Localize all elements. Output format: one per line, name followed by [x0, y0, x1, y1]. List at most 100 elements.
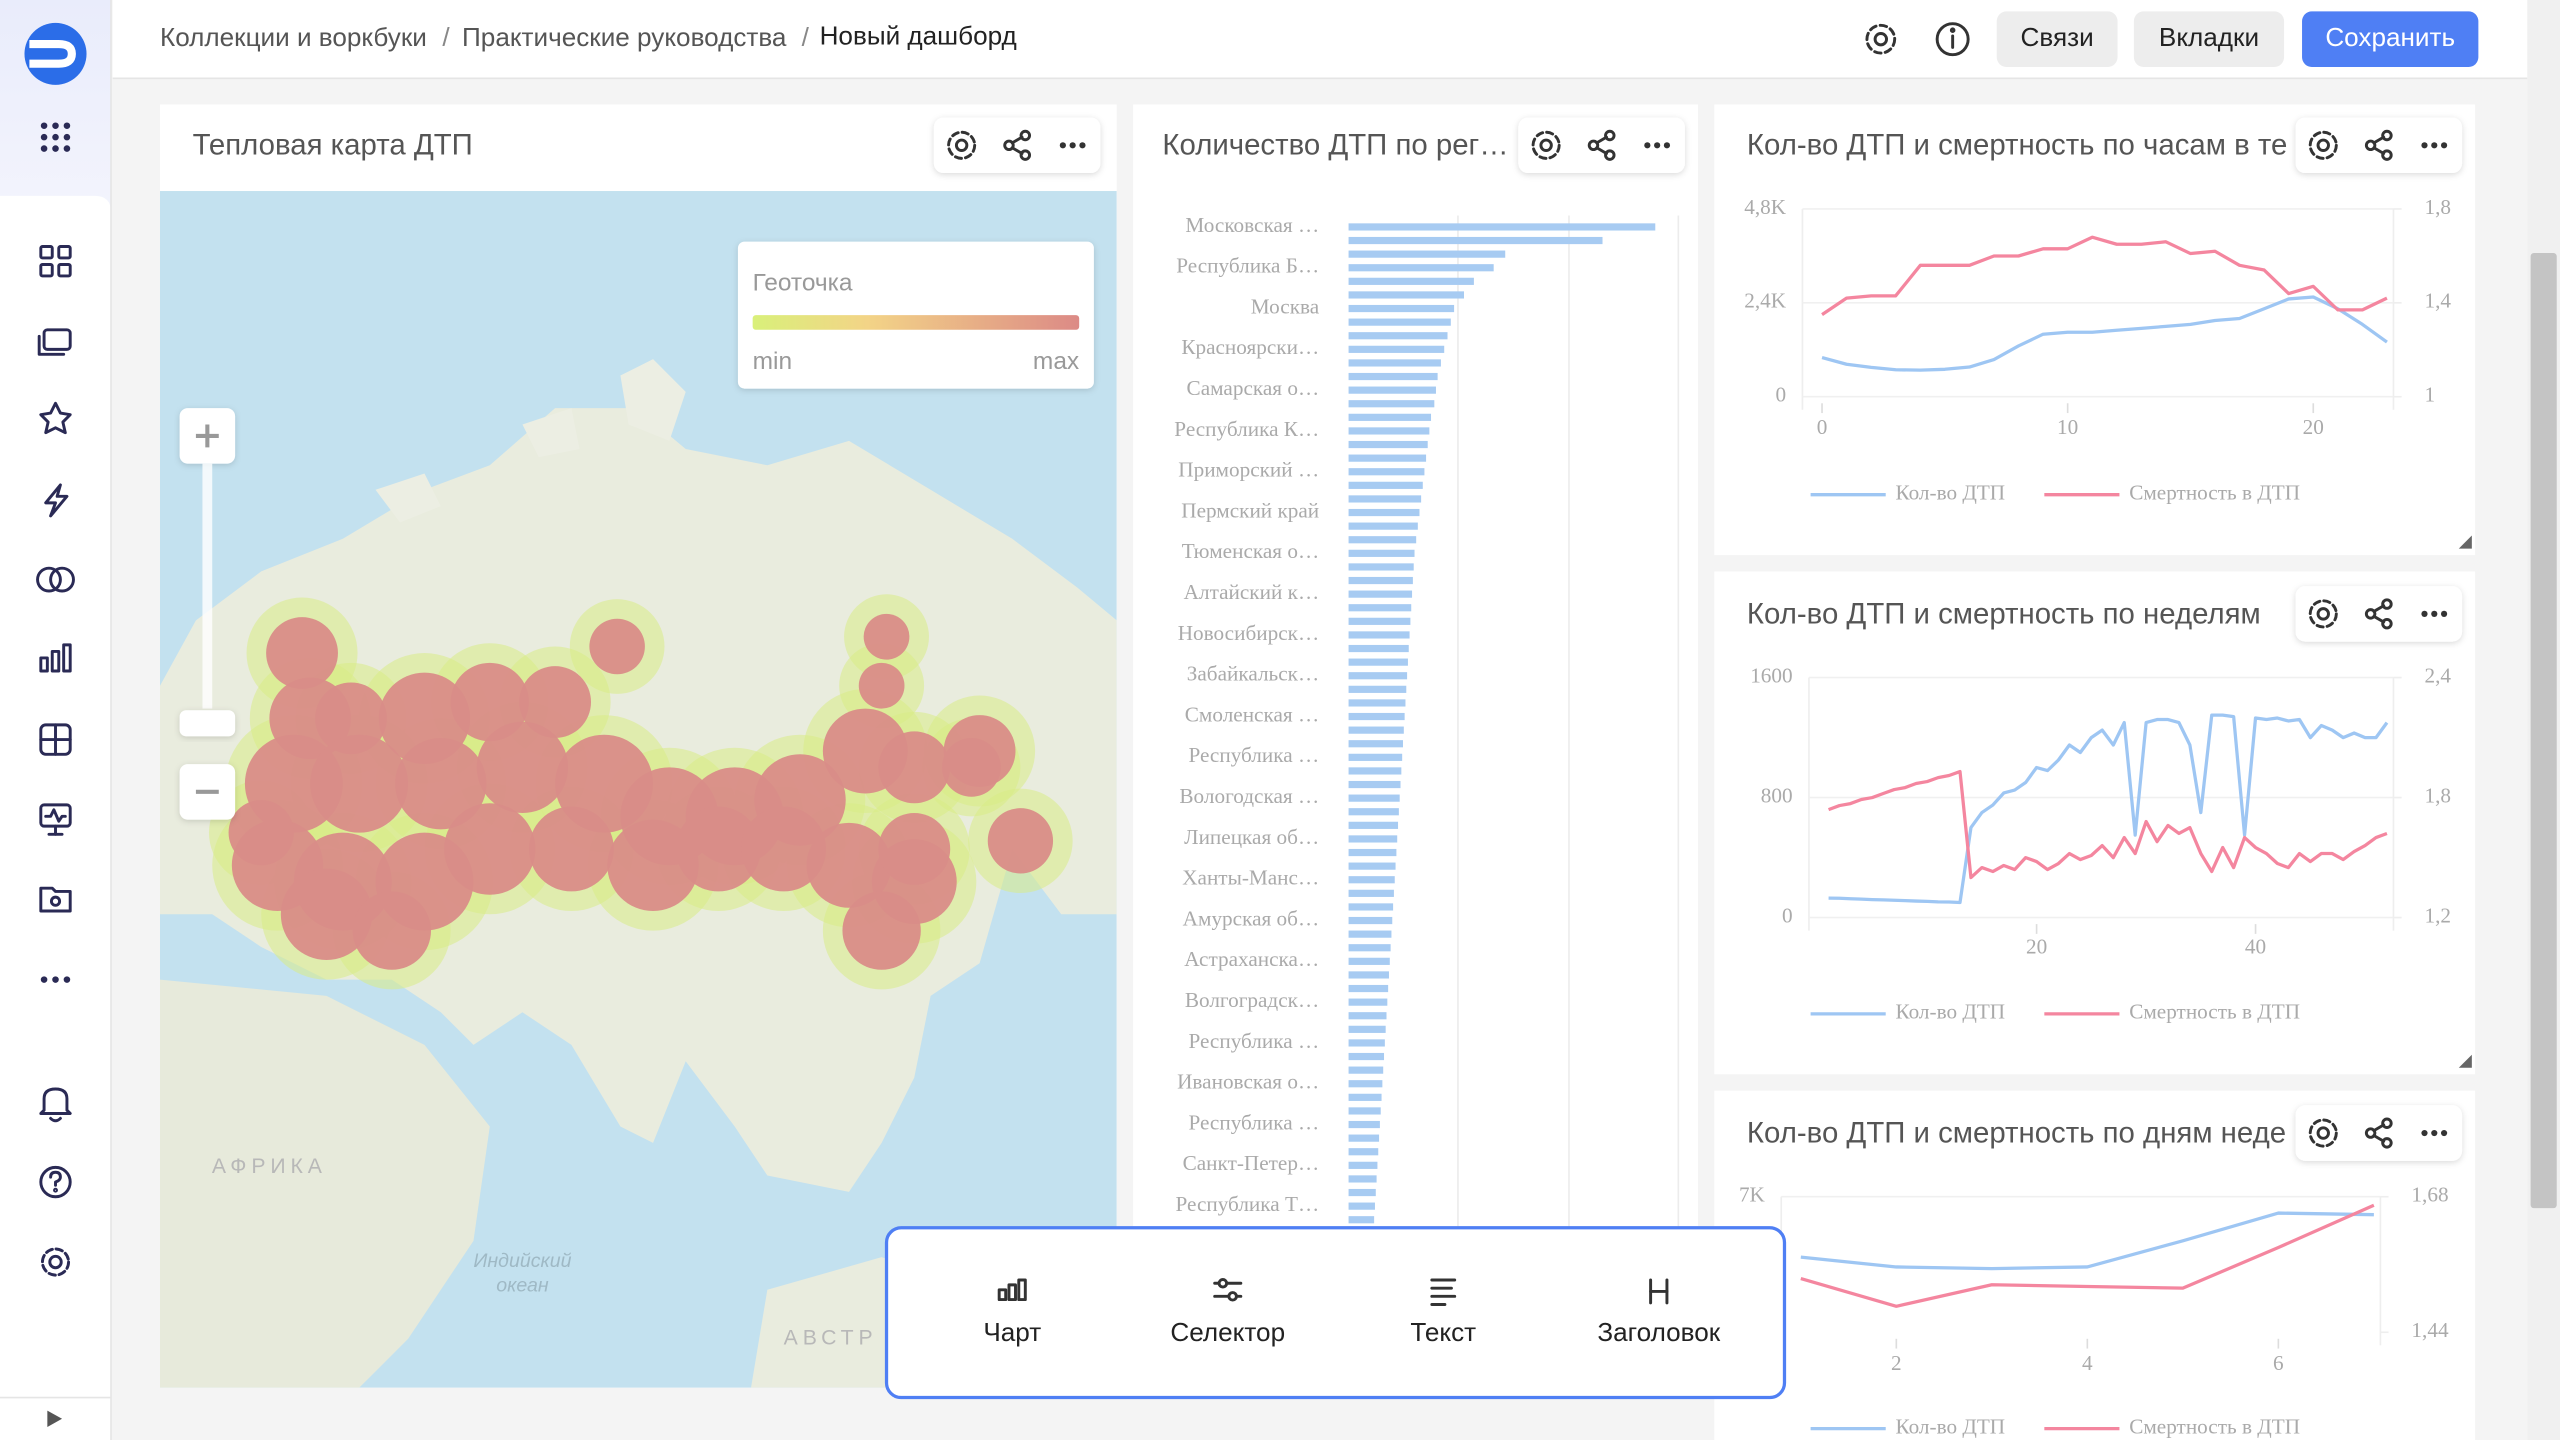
help[interactable]	[39, 1165, 72, 1199]
settings-icon[interactable]	[947, 130, 977, 160]
links-button[interactable]	[1996, 11, 2118, 67]
more-icon[interactable]	[1644, 142, 1671, 149]
bar	[1348, 1188, 1376, 1197]
heat-spot	[878, 731, 951, 804]
bar	[1348, 712, 1405, 721]
series-line	[1828, 713, 2389, 905]
legend-label[interactable]: Кол-во ДТП	[1896, 1000, 2006, 1024]
toolbar-label[interactable]: Селектор	[1170, 1317, 1285, 1347]
settings-icon[interactable]	[2308, 1118, 2338, 1148]
icon-part	[947, 130, 977, 160]
legend-label[interactable]: Смертность в ДТП	[2129, 1414, 2300, 1438]
series-line	[1821, 295, 2388, 372]
bar	[1348, 413, 1432, 421]
bar	[1348, 1107, 1381, 1115]
breadcrumb[interactable]: Практические руководства	[462, 22, 787, 52]
x-tick-label: 20	[2026, 934, 2047, 958]
bar	[1348, 930, 1392, 938]
zoom-slider[interactable]	[179, 710, 236, 737]
settings-icon[interactable]	[2308, 599, 2338, 629]
apps-menu[interactable]	[40, 122, 71, 152]
breadcrumb[interactable]: Коллекции и воркбуки	[160, 22, 427, 52]
bar	[1348, 372, 1438, 381]
map-label: АФРИКА	[212, 1155, 327, 1178]
toolbar-label[interactable]: Текст	[1410, 1317, 1476, 1347]
line-chart: 0 800 1600 1,2 1,8 2,4 20 40 Кол-во ДТП Смертност…	[1750, 663, 2451, 1023]
share-icon[interactable]	[1003, 129, 1032, 161]
toolbar-label[interactable]: Заголовок	[1597, 1317, 1720, 1347]
settings-icon[interactable]	[2308, 130, 2338, 160]
bar	[1348, 345, 1445, 353]
share-icon[interactable]	[2364, 129, 2393, 161]
controls-box	[2295, 586, 2463, 642]
more-icon[interactable]	[2421, 1129, 2448, 1137]
settings-button[interactable]	[1865, 23, 1897, 55]
icon-part	[1604, 149, 1616, 161]
share-icon[interactable]	[1587, 129, 1616, 161]
icon-part	[2381, 1137, 2393, 1149]
nav-more[interactable]	[40, 976, 71, 983]
x-tick-label: 10	[2057, 415, 2078, 439]
widget-card	[1714, 104, 2476, 556]
expand-sidebar[interactable]	[47, 1410, 63, 1427]
share-icon[interactable]	[2364, 598, 2393, 630]
save-button[interactable]	[2302, 11, 2479, 67]
icon-part	[1644, 142, 1651, 149]
icon-part	[2421, 142, 2428, 149]
icon-part	[954, 138, 969, 153]
bar	[1348, 250, 1506, 258]
bar	[1348, 277, 1474, 285]
nav-dashboards[interactable]	[39, 245, 72, 278]
heat-spot	[444, 803, 536, 895]
bar	[1348, 1025, 1386, 1033]
nav-charts[interactable]	[39, 643, 72, 673]
legend-label[interactable]: Смертность в ДТП	[2129, 481, 2300, 505]
bar	[1348, 808, 1399, 816]
more-icon[interactable]	[2421, 610, 2448, 617]
category-label: Республика …	[1188, 743, 1319, 767]
nav-favorites[interactable]	[39, 401, 72, 435]
legend-title: Геоточка	[753, 270, 853, 297]
more-icon[interactable]	[2421, 142, 2448, 149]
logo[interactable]	[24, 22, 87, 85]
more-icon[interactable]	[1059, 142, 1086, 149]
bar	[1348, 916, 1393, 925]
icon-part	[2372, 604, 2386, 624]
bar	[1348, 971, 1389, 979]
icon-part	[1663, 142, 1671, 149]
share-icon[interactable]	[2364, 1117, 2393, 1149]
selector-icon[interactable]	[1213, 1278, 1243, 1302]
y2-tick-label: 1,44	[2411, 1318, 2449, 1342]
nav-collections[interactable]	[37, 328, 72, 356]
nav-ql[interactable]	[39, 723, 72, 756]
legend-label[interactable]: Кол-во ДТП	[1896, 481, 2006, 505]
settings[interactable]	[40, 1247, 71, 1277]
nav-monitoring[interactable]	[39, 803, 72, 836]
toolbar-label[interactable]: Чарт	[983, 1317, 1041, 1347]
category-label: Вологодская …	[1179, 784, 1319, 808]
chart-icon[interactable]	[997, 1278, 1027, 1302]
icon-part	[1079, 142, 1086, 149]
y-tick-label: 4,8K	[1744, 195, 1787, 219]
notifications[interactable]	[39, 1087, 72, 1123]
widget-title: Кол-во ДТП и смертность по неделям	[1747, 597, 2261, 630]
heat-spot	[476, 721, 569, 814]
settings-icon[interactable]	[1531, 130, 1561, 160]
legend-label[interactable]: Смертность в ДТП	[2129, 1000, 2300, 1024]
legend-label[interactable]: Кол-во ДТП	[1896, 1414, 2006, 1438]
bar	[1348, 685, 1407, 693]
icon-part	[2308, 130, 2338, 160]
nav-connections[interactable]	[44, 483, 69, 518]
category-label: Самарская о…	[1187, 376, 1320, 400]
bar	[1348, 1202, 1375, 1210]
heading-icon[interactable]	[1649, 1278, 1669, 1305]
tabs-button[interactable]	[2133, 11, 2285, 67]
text-icon[interactable]	[1430, 1278, 1457, 1306]
separator: /	[442, 22, 450, 52]
info-button[interactable]	[1935, 22, 1970, 57]
icon-part	[1654, 142, 1661, 149]
nav-workbooks[interactable]	[39, 886, 72, 913]
nav-datasets[interactable]	[36, 566, 75, 593]
map[interactable]: АФРИКА Индийский океан АВСТР Геоточка mi…	[160, 191, 1117, 1388]
scrollbar-thumb[interactable]	[2530, 253, 2557, 1209]
